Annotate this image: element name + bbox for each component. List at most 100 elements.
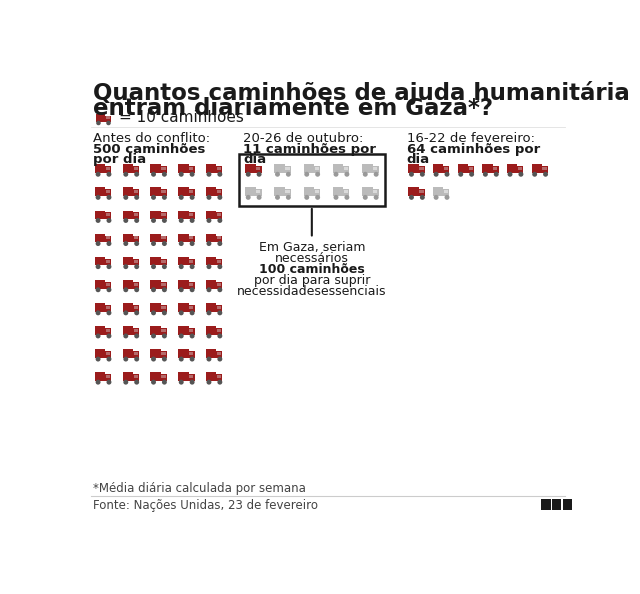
FancyBboxPatch shape: [134, 375, 138, 378]
Circle shape: [179, 218, 184, 223]
Text: necessários: necessários: [275, 252, 349, 266]
FancyBboxPatch shape: [314, 166, 320, 173]
Circle shape: [304, 195, 309, 200]
FancyBboxPatch shape: [217, 260, 221, 263]
FancyBboxPatch shape: [493, 166, 499, 173]
Circle shape: [95, 333, 100, 339]
FancyBboxPatch shape: [458, 165, 468, 173]
FancyBboxPatch shape: [105, 116, 111, 122]
Text: 16-22 de fevereiro:: 16-22 de fevereiro:: [406, 132, 534, 145]
FancyBboxPatch shape: [216, 236, 222, 242]
FancyBboxPatch shape: [189, 213, 195, 219]
FancyBboxPatch shape: [161, 374, 167, 381]
Circle shape: [374, 172, 379, 177]
FancyBboxPatch shape: [178, 210, 189, 219]
Circle shape: [106, 333, 111, 339]
Circle shape: [124, 287, 128, 292]
FancyBboxPatch shape: [106, 351, 111, 358]
FancyBboxPatch shape: [189, 283, 193, 286]
Circle shape: [124, 241, 128, 246]
FancyBboxPatch shape: [161, 305, 167, 312]
FancyBboxPatch shape: [134, 236, 138, 239]
FancyBboxPatch shape: [189, 375, 193, 378]
FancyBboxPatch shape: [408, 165, 419, 173]
Circle shape: [218, 241, 222, 246]
Circle shape: [134, 380, 139, 385]
FancyBboxPatch shape: [217, 190, 221, 193]
FancyBboxPatch shape: [206, 372, 216, 381]
Circle shape: [363, 172, 368, 177]
Circle shape: [162, 380, 167, 385]
FancyBboxPatch shape: [275, 165, 285, 173]
Circle shape: [106, 311, 111, 315]
FancyBboxPatch shape: [178, 257, 189, 266]
FancyBboxPatch shape: [189, 166, 195, 173]
FancyBboxPatch shape: [133, 374, 139, 381]
FancyBboxPatch shape: [106, 190, 110, 193]
FancyBboxPatch shape: [314, 190, 319, 193]
Circle shape: [162, 172, 167, 177]
FancyBboxPatch shape: [217, 375, 221, 378]
Circle shape: [134, 218, 139, 223]
Circle shape: [333, 195, 339, 200]
Circle shape: [189, 195, 195, 200]
FancyBboxPatch shape: [343, 189, 349, 196]
FancyBboxPatch shape: [468, 166, 474, 173]
FancyBboxPatch shape: [150, 372, 161, 381]
FancyBboxPatch shape: [303, 165, 314, 173]
Circle shape: [218, 287, 222, 292]
FancyBboxPatch shape: [150, 188, 161, 196]
FancyBboxPatch shape: [362, 165, 372, 173]
FancyBboxPatch shape: [206, 188, 216, 196]
FancyBboxPatch shape: [161, 282, 167, 289]
FancyBboxPatch shape: [161, 283, 166, 286]
FancyBboxPatch shape: [95, 257, 106, 266]
FancyBboxPatch shape: [133, 328, 139, 334]
Circle shape: [162, 287, 167, 292]
Circle shape: [179, 195, 184, 200]
FancyBboxPatch shape: [206, 257, 216, 266]
FancyBboxPatch shape: [216, 166, 222, 173]
Circle shape: [106, 218, 111, 223]
FancyBboxPatch shape: [133, 166, 139, 173]
FancyBboxPatch shape: [256, 167, 260, 170]
Circle shape: [207, 264, 211, 269]
Circle shape: [218, 218, 222, 223]
Circle shape: [207, 287, 211, 292]
Circle shape: [189, 218, 195, 223]
Text: Em Gaza, seriam: Em Gaza, seriam: [259, 241, 365, 254]
FancyBboxPatch shape: [95, 210, 106, 219]
FancyBboxPatch shape: [133, 189, 139, 196]
Circle shape: [162, 311, 167, 315]
FancyBboxPatch shape: [133, 305, 139, 312]
FancyBboxPatch shape: [372, 166, 378, 173]
Circle shape: [162, 218, 167, 223]
FancyBboxPatch shape: [161, 352, 166, 355]
FancyBboxPatch shape: [178, 165, 189, 173]
FancyBboxPatch shape: [517, 166, 524, 173]
FancyBboxPatch shape: [217, 283, 221, 286]
Circle shape: [134, 311, 139, 315]
Text: Antes do conflito:: Antes do conflito:: [93, 132, 211, 145]
Circle shape: [134, 195, 139, 200]
Circle shape: [134, 356, 139, 362]
FancyBboxPatch shape: [123, 349, 133, 358]
Circle shape: [494, 172, 499, 177]
Circle shape: [218, 264, 222, 269]
FancyBboxPatch shape: [106, 213, 111, 219]
FancyBboxPatch shape: [189, 213, 193, 216]
FancyBboxPatch shape: [133, 213, 139, 219]
Circle shape: [445, 172, 449, 177]
Circle shape: [207, 218, 211, 223]
FancyBboxPatch shape: [217, 213, 221, 216]
Circle shape: [434, 195, 438, 200]
FancyBboxPatch shape: [419, 166, 425, 173]
FancyBboxPatch shape: [106, 258, 111, 266]
FancyBboxPatch shape: [161, 166, 167, 173]
Circle shape: [257, 195, 262, 200]
FancyBboxPatch shape: [433, 165, 444, 173]
FancyBboxPatch shape: [106, 329, 110, 332]
FancyBboxPatch shape: [408, 188, 419, 196]
FancyBboxPatch shape: [161, 189, 167, 196]
FancyBboxPatch shape: [150, 165, 161, 173]
